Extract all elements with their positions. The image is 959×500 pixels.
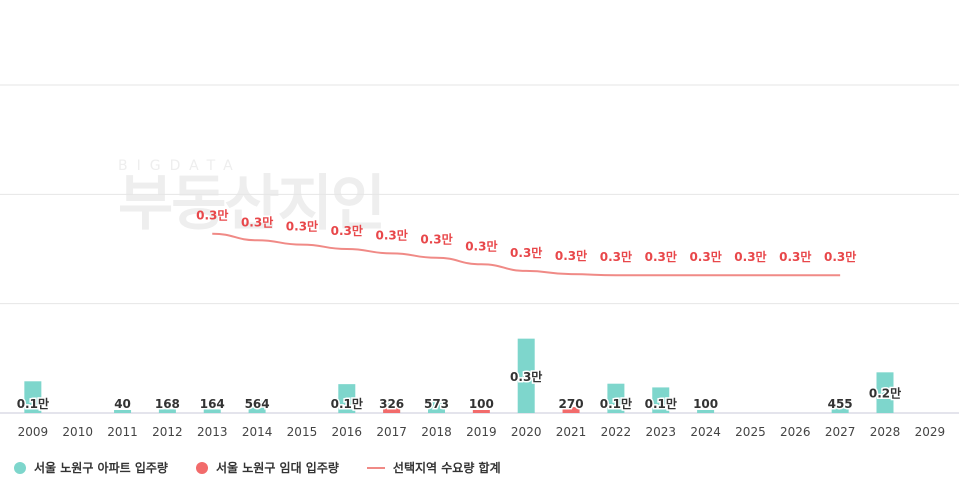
bar-data-label: 0.1만 <box>600 396 632 411</box>
bar-data-label: 168 <box>155 397 180 411</box>
line-data-label: 0.3만 <box>375 227 407 242</box>
bar-apt <box>517 338 535 413</box>
legend-swatch-demand <box>366 466 385 469</box>
line-data-label: 0.3만 <box>600 249 632 264</box>
legend-swatch-rent <box>195 461 208 474</box>
x-tick-label: 2029 <box>915 425 946 439</box>
x-tick-label: 2011 <box>107 425 138 439</box>
legend-label-rent: 서울 노원구 임대 입주량 <box>215 461 339 475</box>
line-data-label: 0.3만 <box>734 249 766 264</box>
bar-data-label: 0.1만 <box>331 396 363 411</box>
series-line-demand <box>212 232 841 277</box>
bar-apt <box>248 400 266 413</box>
x-tick-label: 2018 <box>421 425 452 439</box>
bar-apt <box>338 384 356 413</box>
bar-data-label: 270 <box>559 397 584 411</box>
x-tick-label: 2020 <box>511 425 542 439</box>
x-tick-label: 2009 <box>18 425 49 439</box>
x-tick-label: 2016 <box>332 425 363 439</box>
bar-data-label: 0.1만 <box>645 396 677 411</box>
bar-rent <box>562 407 580 413</box>
bar-rent <box>472 410 490 413</box>
bar-apt <box>114 410 132 413</box>
bar-data-label: 573 <box>424 397 449 411</box>
bar-data-label: 40 <box>114 397 131 411</box>
chart-legend: 서울 노원구 아파트 입주량 서울 노원구 임대 입주량 선택지역 수요량 합계 <box>14 459 501 476</box>
x-tick-label: 2010 <box>62 425 93 439</box>
watermark-top: BIGDATA <box>118 158 242 174</box>
line-data-label: 0.3만 <box>241 214 273 229</box>
line-data-label: 0.3만 <box>689 249 721 264</box>
watermark-bottom: 부동산지인 <box>118 169 386 239</box>
bar-apt <box>831 403 849 413</box>
bar-apt <box>876 372 894 413</box>
watermark: BIGDATA 부동산지인 <box>118 158 386 239</box>
bar-data-label: 100 <box>469 397 494 411</box>
legend-swatch-apt <box>14 461 26 474</box>
line-data-label: 0.3만 <box>779 249 811 264</box>
bar-data-label: 455 <box>828 397 853 411</box>
line-data-label: 0.3만 <box>420 232 452 247</box>
line-data-label: 0.3만 <box>286 219 318 234</box>
x-tick-label: 2026 <box>780 425 811 439</box>
line-data-label: 0.3만 <box>824 249 856 264</box>
x-tick-label: 2028 <box>870 425 901 439</box>
x-tick-label: 2017 <box>376 425 407 439</box>
x-tick-label: 2014 <box>242 425 273 439</box>
bar-apt <box>158 409 176 413</box>
bar-apt <box>652 387 670 413</box>
bar-data-label: 0.2만 <box>869 386 901 401</box>
bar-apt <box>24 381 42 413</box>
bar-data-label: 100 <box>693 397 718 411</box>
line-data-label: 0.3만 <box>331 223 363 238</box>
x-tick-label: 2023 <box>645 425 676 439</box>
x-tick-label: 2015 <box>287 425 318 439</box>
legend-item-rent[interactable]: 서울 노원구 임대 입주량 <box>195 459 339 476</box>
bar-apt <box>203 409 221 413</box>
bar-apt <box>607 383 625 413</box>
x-tick-label: 2024 <box>690 425 721 439</box>
legend-label-apt: 서울 노원구 아파트 입주량 <box>34 461 168 475</box>
x-tick-label: 2013 <box>197 425 228 439</box>
bar-rent <box>383 405 401 413</box>
bar-data-label: 326 <box>379 397 404 411</box>
x-tick-label: 2012 <box>152 425 183 439</box>
bar-data-label: 564 <box>245 397 270 411</box>
chart-plot: 8200920102011201220132014201520162017201… <box>0 84 959 439</box>
legend-item-apt[interactable]: 서울 노원구 아파트 입주량 <box>14 459 168 476</box>
line-data-label: 0.3만 <box>510 245 542 260</box>
x-tick-label: 2025 <box>735 425 766 439</box>
x-tick-label: 2022 <box>601 425 632 439</box>
legend-item-demand[interactable]: 선택지역 수요량 합계 <box>366 459 501 476</box>
line-data-label: 0.3만 <box>555 248 587 263</box>
bar-data-label: 164 <box>200 397 225 411</box>
line-data-label: 0.3만 <box>465 238 497 253</box>
line-data-label: 0.3만 <box>196 208 228 223</box>
bar-data-label: 0.1만 <box>17 396 49 411</box>
bar-apt <box>428 400 445 413</box>
legend-label-demand: 선택지역 수요량 합계 <box>392 461 501 475</box>
x-tick-label: 2019 <box>466 425 497 439</box>
line-data-label: 0.3만 <box>645 249 677 264</box>
bar-apt <box>697 410 715 413</box>
x-tick-label: 2027 <box>825 425 856 439</box>
x-tick-label: 2021 <box>556 425 587 439</box>
bar-data-label: 0.3만 <box>510 369 542 384</box>
